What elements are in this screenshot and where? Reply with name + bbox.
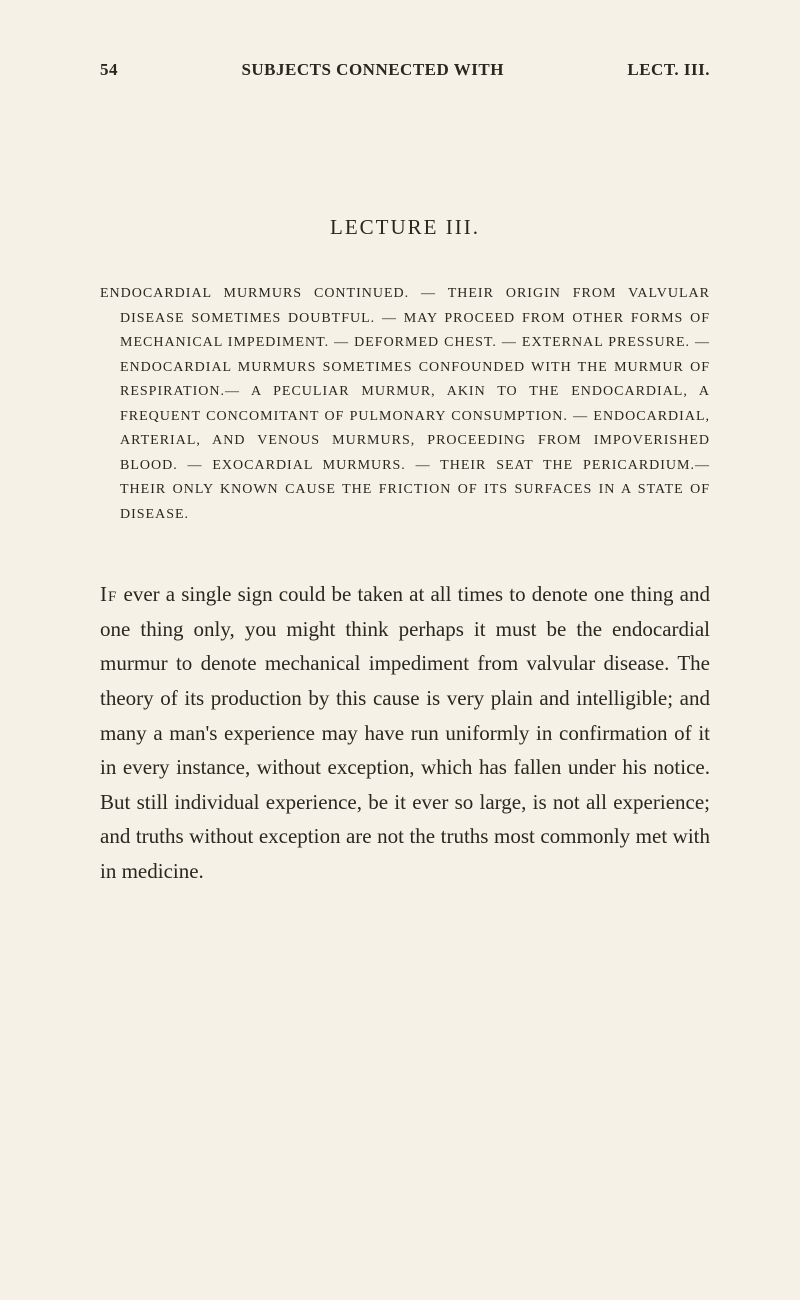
page-number: 54 [100,60,118,80]
running-title-left: SUBJECTS CONNECTED WITH [241,60,503,80]
page-header: 54 SUBJECTS CONNECTED WITH LECT. III. [100,60,710,80]
body-text: ever a single sign could be taken at all… [100,582,710,883]
first-word: If [100,582,117,606]
lecture-title: LECTURE III. [100,215,710,240]
body-paragraph: If ever a single sign could be taken at … [100,577,710,889]
running-title-right: LECT. III. [627,60,710,80]
lecture-summary: ENDOCARDIAL MURMURS CONTINUED. — THEIR O… [100,282,710,527]
